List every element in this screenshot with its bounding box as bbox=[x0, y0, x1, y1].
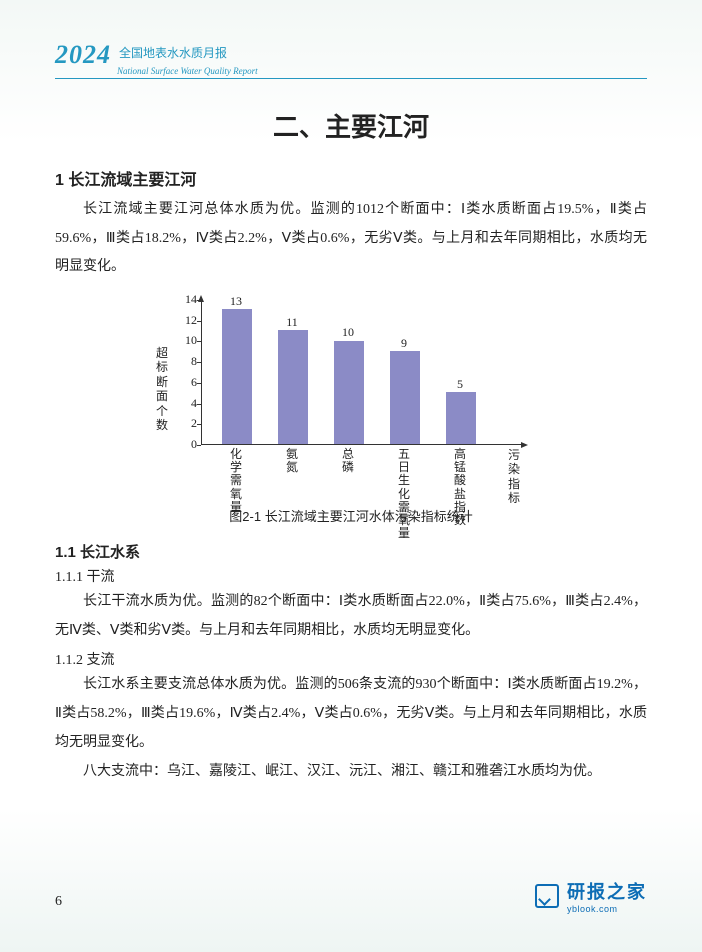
page-header: 2024 全国地表水水质月报 National Surface Water Qu… bbox=[55, 40, 647, 79]
logo-text-en: yblook.com bbox=[567, 904, 647, 914]
chart-bar bbox=[334, 341, 364, 445]
chart-x-axis-label: 污染指标 bbox=[507, 448, 521, 506]
chart-ytick-label: 12 bbox=[175, 313, 197, 328]
chart-ytick-mark bbox=[197, 445, 201, 446]
chart-ytick-mark bbox=[197, 300, 201, 301]
chart-ytick-label: 6 bbox=[175, 375, 197, 390]
footer-logo: 研报之家 yblook.com bbox=[535, 878, 647, 914]
chart-ytick-label: 10 bbox=[175, 333, 197, 348]
chart-bar bbox=[446, 392, 476, 444]
section-1-1-2-para2: 八大支流中：乌江、嘉陵江、岷江、汉江、沅江、湘江、赣江和雅砻江水质均为优。 bbox=[55, 758, 647, 787]
logo-text-cn: 研报之家 bbox=[567, 878, 647, 904]
page-title: 二、主要江河 bbox=[55, 107, 647, 144]
chart-ytick-mark bbox=[197, 341, 201, 342]
x-axis-arrow-icon bbox=[521, 442, 528, 448]
chart-ytick-label: 4 bbox=[175, 396, 197, 411]
section-1-1-1-para: 长江干流水质为优。监测的82个断面中：Ⅰ类水质断面占22.0%，Ⅱ类占75.6%… bbox=[55, 588, 647, 645]
chart-ytick-mark bbox=[197, 321, 201, 322]
section-1-para: 长江流域主要江河总体水质为优。监测的1012个断面中：Ⅰ类水质断面占19.5%，… bbox=[55, 196, 647, 282]
chart-ytick-label: 14 bbox=[175, 292, 197, 307]
chart-bar-value-label: 13 bbox=[221, 294, 251, 309]
chart-category-label: 高锰酸盐指数 bbox=[453, 448, 467, 527]
header-rule bbox=[55, 78, 647, 79]
chart-category-label: 氨氮 bbox=[285, 448, 299, 474]
chart-category-label: 五日生化需氧量 bbox=[397, 448, 411, 540]
page-number: 6 bbox=[55, 894, 62, 910]
chart-bar bbox=[222, 309, 252, 444]
section-1-heading: 1 长江流域主要江河 bbox=[55, 166, 647, 190]
chart-ytick-mark bbox=[197, 383, 201, 384]
header-title-cn: 全国地表水水质月报 bbox=[119, 46, 227, 60]
section-1-1-1-heading: 1.1.1 干流 bbox=[55, 566, 647, 586]
logo-icon bbox=[535, 884, 559, 908]
chart-ytick-mark bbox=[197, 404, 201, 405]
chart-ytick-label: 2 bbox=[175, 416, 197, 431]
chart-category-label: 化学需氧量 bbox=[229, 448, 243, 514]
chart-bar bbox=[390, 351, 420, 444]
chart-bar-value-label: 9 bbox=[389, 336, 419, 351]
chart-bar bbox=[278, 330, 308, 444]
section-1-1-2-para1: 长江水系主要支流总体水质为优。监测的506条支流的930个断面中：Ⅰ类水质断面占… bbox=[55, 671, 647, 757]
chart-caption: 图2-1 长江流域主要江河水体污染指标统计 bbox=[55, 506, 647, 525]
chart-bar-value-label: 11 bbox=[277, 315, 307, 330]
section-1-1-2-heading: 1.1.2 支流 bbox=[55, 649, 647, 669]
chart-ytick-mark bbox=[197, 362, 201, 363]
header-title-en: National Surface Water Quality Report bbox=[59, 66, 647, 76]
header-year: 2024 bbox=[55, 40, 111, 69]
logo-text: 研报之家 yblook.com bbox=[567, 878, 647, 914]
chart-2-1: 超标断面个数 0246810121413化学需氧量11氨氮10总磷9五日生化需氧… bbox=[151, 300, 551, 492]
chart-bar-value-label: 5 bbox=[445, 377, 475, 392]
chart-category-label: 总磷 bbox=[341, 448, 355, 474]
chart-ytick-label: 8 bbox=[175, 354, 197, 369]
section-1-1-heading: 1.1 长江水系 bbox=[55, 541, 647, 562]
chart-plot-area bbox=[201, 300, 521, 445]
chart-ytick-mark bbox=[197, 424, 201, 425]
chart-y-axis-label: 超标断面个数 bbox=[155, 346, 169, 432]
chart-ytick-label: 0 bbox=[175, 437, 197, 452]
chart-bar-value-label: 10 bbox=[333, 325, 363, 340]
